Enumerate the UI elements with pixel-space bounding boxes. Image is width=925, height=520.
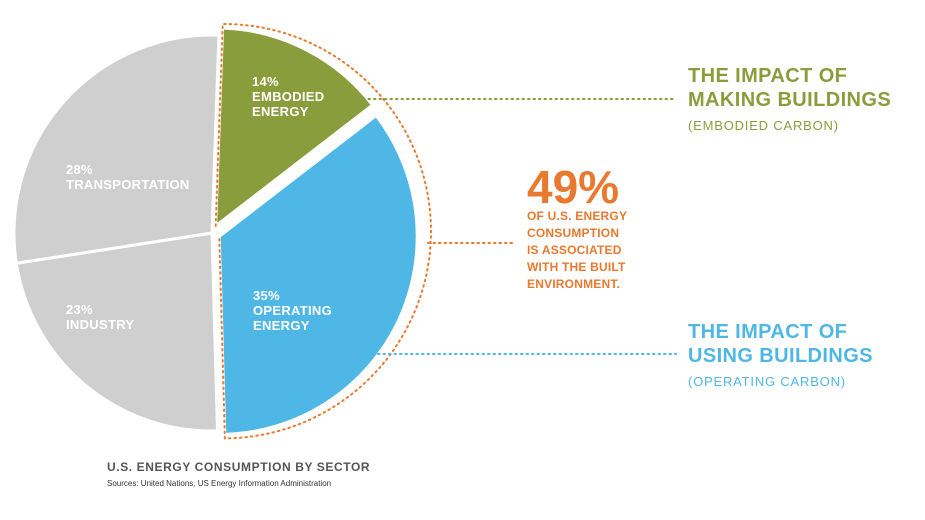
slice-label-transportation: 28% TRANSPORTATION xyxy=(66,162,190,192)
built-environment-outline xyxy=(214,23,432,440)
slice-label-embodied: 14% EMBODIED ENERGY xyxy=(252,74,325,119)
chart-source: Sources: United Nations, US Energy Infor… xyxy=(107,479,332,488)
built-environment-percent: 49% xyxy=(527,161,620,213)
slices-layer xyxy=(12,23,432,440)
callout-using-subtitle: (OPERATING CARBON) xyxy=(688,374,846,389)
pie-slice-embodied-energy xyxy=(214,26,375,228)
pie-slice-transportation xyxy=(12,33,221,265)
leader-lines xyxy=(329,98,677,355)
chart-title: U.S. ENERGY CONSUMPTION BY SECTOR xyxy=(107,460,371,474)
pie-slice-operating-energy xyxy=(217,114,419,436)
built-environment-text: OF U.S. ENERGY CONSUMPTION IS ASSOCIATED… xyxy=(527,209,628,291)
callout-making-title: THE IMPACT OF MAKING BUILDINGS xyxy=(688,65,892,111)
pie-slice-industry xyxy=(14,231,220,433)
callout-using-title: THE IMPACT OF USING BUILDINGS xyxy=(688,321,873,367)
callout-making-subtitle: (EMBODIED CARBON) xyxy=(688,118,839,133)
slice-label-operating: 35% OPERATING ENERGY xyxy=(253,288,333,333)
slice-label-industry: 23% INDUSTRY xyxy=(66,302,135,332)
